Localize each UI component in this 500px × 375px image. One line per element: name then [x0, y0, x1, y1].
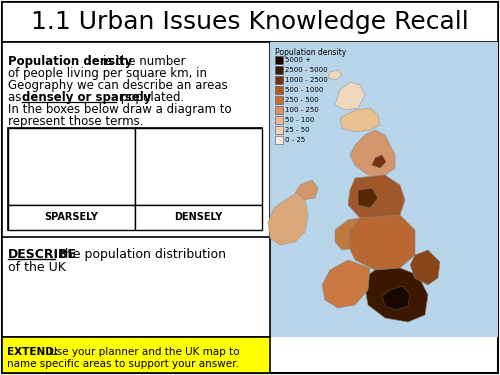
Text: Population density: Population density — [8, 55, 132, 68]
Polygon shape — [268, 193, 308, 245]
Polygon shape — [348, 175, 405, 220]
Text: of the UK: of the UK — [8, 261, 66, 274]
Text: densely or sparsely: densely or sparsely — [22, 91, 152, 104]
Bar — [8, 205, 135, 230]
Polygon shape — [295, 180, 318, 200]
Text: the population distribution: the population distribution — [56, 248, 226, 261]
Text: name specific areas to support your answer.: name specific areas to support your answ… — [7, 359, 239, 369]
Text: 1000 - 2500: 1000 - 2500 — [285, 77, 328, 83]
Text: 50 - 100: 50 - 100 — [285, 117, 314, 123]
Text: Geography we can describe an areas: Geography we can describe an areas — [8, 79, 228, 92]
Bar — [275, 96, 283, 104]
Polygon shape — [382, 286, 410, 310]
Text: of people living per square km, in: of people living per square km, in — [8, 67, 207, 80]
Bar — [275, 106, 283, 114]
Polygon shape — [365, 268, 428, 322]
Polygon shape — [372, 155, 386, 168]
Bar — [135, 128, 262, 205]
Text: 5000 +: 5000 + — [285, 57, 311, 63]
Text: represent those terms.: represent those terms. — [8, 115, 143, 128]
Bar — [2, 2, 498, 42]
Text: DENSELY: DENSELY — [174, 212, 222, 222]
Bar — [8, 128, 262, 230]
Polygon shape — [358, 188, 378, 208]
Bar — [275, 66, 283, 74]
Bar — [275, 86, 283, 94]
Bar — [135, 205, 262, 230]
Polygon shape — [350, 130, 395, 178]
Polygon shape — [328, 70, 342, 80]
Text: EXTEND:: EXTEND: — [7, 347, 58, 357]
Text: 100 - 250: 100 - 250 — [285, 107, 319, 113]
Bar — [2, 237, 270, 337]
Polygon shape — [335, 218, 360, 250]
Bar — [8, 128, 135, 205]
Text: as: as — [8, 91, 25, 104]
Polygon shape — [410, 250, 440, 285]
Bar — [2, 42, 270, 337]
Bar — [275, 56, 283, 64]
Bar — [275, 76, 283, 84]
Text: populated.: populated. — [117, 91, 184, 104]
Text: DESCRIBE: DESCRIBE — [8, 248, 77, 261]
Text: 0 - 25: 0 - 25 — [285, 137, 305, 143]
Text: 2500 - 5000: 2500 - 5000 — [285, 67, 328, 73]
Polygon shape — [340, 108, 380, 132]
Text: 25 - 50: 25 - 50 — [285, 127, 310, 133]
Text: Use your planner and the UK map to: Use your planner and the UK map to — [46, 347, 240, 357]
Bar — [2, 337, 270, 373]
Text: 1.1 Urban Issues Knowledge Recall: 1.1 Urban Issues Knowledge Recall — [31, 10, 469, 34]
Bar — [275, 136, 283, 144]
Bar — [275, 116, 283, 124]
Polygon shape — [335, 82, 365, 110]
Text: 250 - 500: 250 - 500 — [285, 97, 318, 103]
Text: In the boxes below draw a diagram to: In the boxes below draw a diagram to — [8, 103, 232, 116]
Text: SPARSELY: SPARSELY — [44, 212, 98, 222]
Text: 500 - 1000: 500 - 1000 — [285, 87, 324, 93]
Text: Population density: Population density — [275, 48, 346, 57]
Text: is the number: is the number — [99, 55, 186, 68]
Polygon shape — [322, 260, 370, 308]
Bar — [275, 126, 283, 134]
Bar — [270, 42, 498, 337]
Polygon shape — [348, 215, 415, 270]
